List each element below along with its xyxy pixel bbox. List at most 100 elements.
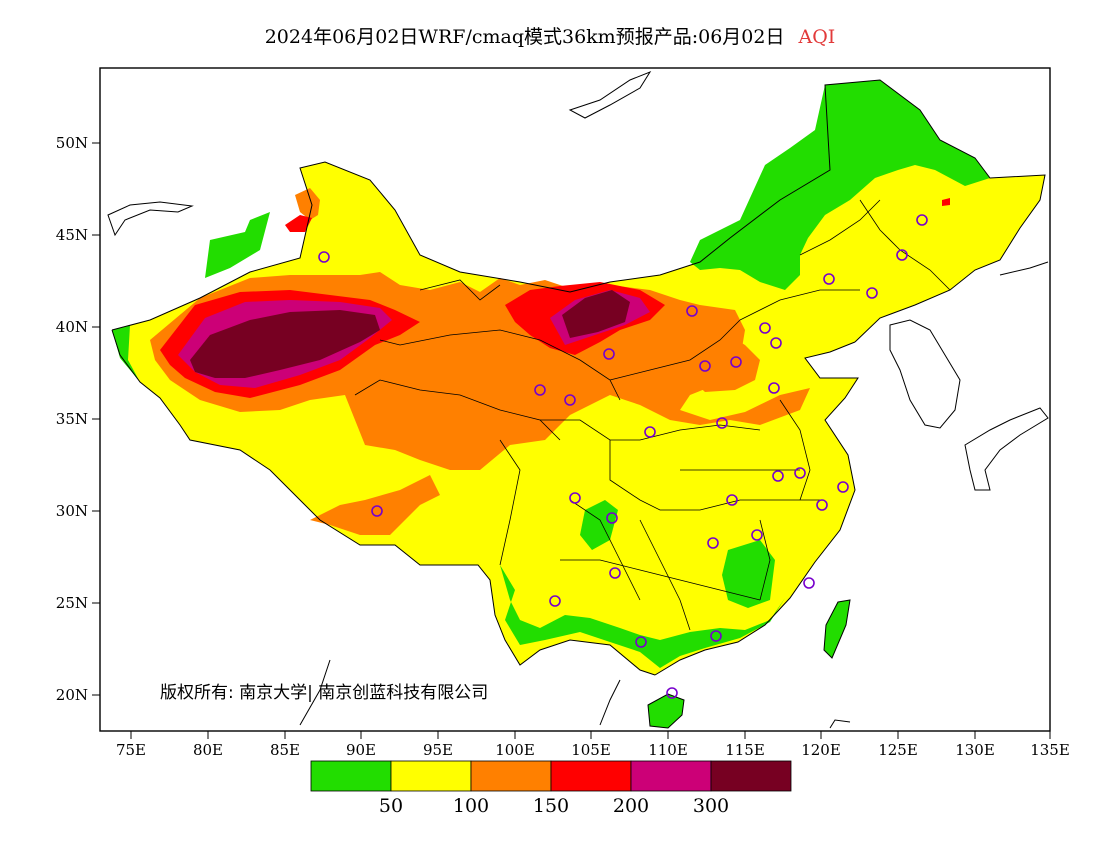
y-tick-label: 35N — [56, 410, 88, 428]
station-marker — [759, 322, 771, 334]
x-tick-label: 85E — [270, 741, 300, 759]
india-coast — [299, 659, 331, 726]
station-marker — [606, 512, 618, 524]
station-marker — [837, 481, 849, 493]
x-axis — [130, 731, 1051, 739]
coastline-east — [654, 341, 859, 676]
x-tick-label: 135E — [1030, 741, 1070, 759]
station-marker — [896, 249, 908, 261]
station-marker — [686, 305, 698, 317]
station-marker — [371, 505, 383, 517]
russia-coast — [999, 261, 1049, 276]
balkhash-lake — [107, 201, 194, 237]
y-tick-label: 40N — [56, 318, 88, 336]
legend-swatch-very-unhealthy — [630, 760, 712, 792]
legend-swatch-hazardous — [710, 760, 792, 792]
x-tick-label: 115E — [725, 741, 765, 759]
indochina-coast — [599, 679, 621, 726]
legend-label: 100 — [453, 795, 489, 817]
station-marker — [699, 360, 711, 372]
region-unhealthy-north-spot — [285, 215, 312, 232]
station-marker — [603, 348, 615, 360]
philippines-coast — [829, 719, 851, 729]
x-axis-labels: 75E 80E 85E 90E 95E 100E 105E 110E 115E … — [116, 741, 1070, 759]
x-tick-label: 90E — [346, 741, 376, 759]
legend-label: 300 — [693, 795, 729, 817]
region-hazardous-ordos — [562, 290, 630, 338]
province-boundaries — [354, 199, 951, 631]
station-marker — [564, 394, 576, 406]
station-marker — [866, 287, 878, 299]
y-tick-label: 20N — [56, 686, 88, 704]
x-tick-label: 80E — [193, 741, 223, 759]
taiwan-coast — [823, 599, 851, 659]
region-taiwan — [824, 600, 850, 658]
title-variable: AQI — [798, 26, 836, 48]
region-hazardous-taklimakan — [190, 310, 380, 378]
region-good-southeast — [722, 540, 775, 608]
station-marker — [569, 492, 581, 504]
x-tick-label: 95E — [423, 741, 453, 759]
station-marker — [916, 214, 928, 226]
china-border-south — [111, 329, 656, 676]
region-unhealthy-east-spot — [942, 198, 950, 206]
station-marker — [823, 273, 835, 285]
station-marker — [726, 494, 738, 506]
y-axis — [92, 142, 100, 696]
station-marker — [794, 467, 806, 479]
x-tick-label: 100E — [495, 741, 535, 759]
station-marker — [549, 595, 561, 607]
station-marker — [635, 636, 647, 648]
region-hainan — [648, 694, 684, 728]
region-usg-north — [295, 188, 320, 220]
legend-label: 150 — [533, 795, 569, 817]
region-usg-hebei — [685, 330, 760, 392]
map-lines — [107, 70, 1049, 729]
y-tick-label: 45N — [56, 226, 88, 244]
station-marker — [730, 356, 742, 368]
legend-swatch-good — [310, 760, 392, 792]
station-marker — [707, 537, 719, 549]
legend-swatch-usg — [470, 760, 552, 792]
y-tick-label: 50N — [56, 134, 88, 152]
region-good-northeast — [690, 80, 990, 290]
legend-swatch-unhealthy — [550, 760, 632, 792]
station-marker — [534, 384, 546, 396]
y-tick-label: 25N — [56, 594, 88, 612]
x-tick-label: 120E — [801, 741, 841, 759]
x-tick-label: 125E — [878, 741, 918, 759]
lake-baikal — [568, 70, 652, 119]
x-tick-label: 75E — [116, 741, 146, 759]
region-good-northwest — [205, 212, 270, 278]
station-marker — [803, 577, 815, 589]
region-good-south — [500, 565, 785, 668]
station-markers — [318, 214, 928, 699]
station-marker — [609, 567, 621, 579]
legend-label: 200 — [613, 795, 649, 817]
station-marker — [318, 251, 330, 263]
region-usg-tibet — [310, 475, 440, 535]
y-axis-labels: 50N 45N 40N 35N 30N 25N 20N — [56, 134, 88, 704]
title-text: 2024年06月02日WRF/cmaq模式36km预报产品:06月02日 — [264, 26, 785, 48]
x-tick-label: 130E — [955, 741, 995, 759]
station-marker — [644, 426, 656, 438]
station-marker — [666, 687, 678, 699]
y-tick-label: 30N — [56, 502, 88, 520]
legend: 50 100 150 200 300 — [310, 760, 792, 817]
station-marker — [710, 630, 722, 642]
korea-coast — [889, 319, 961, 429]
map-frame — [99, 67, 1051, 732]
copyright-text: 版权所有: 南京大学| 南京创蓝科技有限公司 — [160, 683, 488, 703]
station-marker — [768, 382, 780, 394]
china-border — [111, 79, 1046, 343]
legend-label: 50 — [379, 795, 403, 817]
region-good-west — [112, 325, 140, 382]
x-tick-label: 110E — [648, 741, 688, 759]
station-marker — [772, 470, 784, 482]
station-marker — [716, 417, 728, 429]
x-tick-label: 105E — [571, 741, 611, 759]
station-marker — [770, 337, 782, 349]
station-marker — [816, 499, 828, 511]
map-title: 2024年06月02日WRF/cmaq模式36km预报产品:06月02日 AQI — [0, 22, 1100, 49]
